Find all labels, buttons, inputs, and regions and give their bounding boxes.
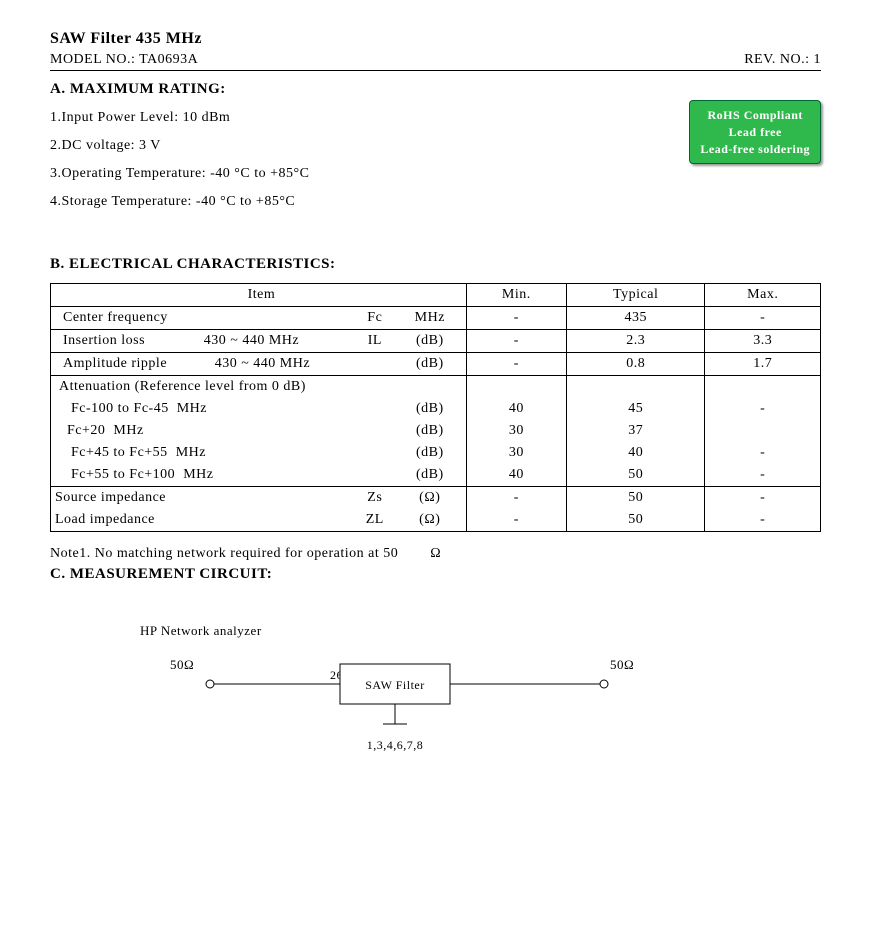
model-number: MODEL NO.: TA0693A <box>50 52 198 68</box>
box-label: SAW Filter <box>365 678 425 692</box>
spec-table: Item Min. Typical Max. Center frequency … <box>50 283 821 532</box>
cell-max: - <box>705 487 821 510</box>
col-item: Item <box>51 284 467 307</box>
cell-range: MHz <box>113 423 399 439</box>
section-b-heading: B. ELECTRICAL CHARACTERISTICS: <box>50 256 821 273</box>
cell-min: 30 <box>466 442 566 464</box>
col-typ: Typical <box>566 284 705 307</box>
cell-min: - <box>466 330 566 353</box>
cell-name: Load impedance <box>55 512 163 528</box>
cell-typ: 40 <box>566 442 705 464</box>
cell-name: Amplitude ripple <box>63 356 175 372</box>
table-row: Attenuation (Reference level from 0 dB) <box>51 376 821 399</box>
cell-range: MHz <box>183 467 400 483</box>
rating-item: 4.Storage Temperature: -40 °C to +85°C <box>50 188 821 216</box>
col-max: Max. <box>705 284 821 307</box>
cell-min: - <box>466 487 566 510</box>
cell-unit: (dB) <box>400 401 460 417</box>
cell-max: - <box>705 509 821 532</box>
cell-unit: (dB) <box>400 445 460 461</box>
table-row: Fc+45 to Fc+55 MHz (dB) 30 40 - <box>51 442 821 464</box>
analyzer-label: HP Network analyzer <box>140 623 821 639</box>
page-title: SAW Filter 435 MHz <box>50 30 821 48</box>
section-c-heading: C. MEASUREMENT CIRCUIT: <box>50 566 821 583</box>
measurement-circuit: HP Network analyzer 50Ω 50Ω 26 SAW Filte… <box>140 623 821 769</box>
cell-sym: Zs <box>350 490 400 506</box>
cell-sym: ZL <box>350 512 400 528</box>
badge-line2: Lead free <box>700 124 810 141</box>
cell-max: - <box>705 464 821 487</box>
table-row: Source impedance Zs (Ω) - 50 - <box>51 487 821 510</box>
rating-item: 3.Operating Temperature: -40 °C to +85°C <box>50 160 821 188</box>
table-row: Center frequency Fc MHz - 435 - <box>51 307 821 330</box>
badge-line1: RoHS Compliant <box>700 107 810 124</box>
cell-max: - <box>705 307 821 330</box>
cell-typ: 50 <box>566 464 705 487</box>
cell-name: Fc+55 to Fc+100 <box>63 467 183 483</box>
cell-name: Insertion loss <box>63 333 153 349</box>
cell-unit: (Ω) <box>400 490 460 506</box>
cell-name: Center frequency <box>63 310 176 326</box>
cell-typ: 50 <box>566 487 705 510</box>
table-row: Fc+55 to Fc+100 MHz (dB) 40 50 - <box>51 464 821 487</box>
rohs-badge: RoHS Compliant Lead free Lead-free solde… <box>689 100 821 164</box>
cell-min: - <box>466 307 566 330</box>
cell-max <box>705 420 821 442</box>
atten-header: Attenuation (Reference level from 0 dB) <box>51 376 467 399</box>
cell-unit: (dB) <box>400 467 460 483</box>
cell-unit: (dB) <box>400 333 460 349</box>
cell-name: Source impedance <box>55 490 174 506</box>
col-min: Min. <box>466 284 566 307</box>
cell-max: 3.3 <box>705 330 821 353</box>
table-header-row: Item Min. Typical Max. <box>51 284 821 307</box>
cell-typ: 0.8 <box>566 353 705 376</box>
cell-sym: Fc <box>350 310 400 326</box>
cell-min: - <box>466 509 566 532</box>
cell-name: Fc-100 to Fc-45 <box>63 401 177 417</box>
cell-min: 40 <box>466 398 566 420</box>
cell-sym: IL <box>350 333 400 349</box>
right-impedance: 50Ω <box>610 657 634 672</box>
cell-typ: 45 <box>566 398 705 420</box>
cell-range: 430 ~ 440 MHz <box>153 333 350 349</box>
section-a-heading: A. MAXIMUM RATING: <box>50 81 821 98</box>
cell-unit: (dB) <box>400 356 460 372</box>
cell-range: 430 ~ 440 MHz <box>175 356 350 372</box>
cell-min: 30 <box>466 420 566 442</box>
cell-typ: 435 <box>566 307 705 330</box>
cell-unit: (Ω) <box>400 512 460 528</box>
cell-name: Fc+20 <box>63 423 113 439</box>
cell-min: 40 <box>466 464 566 487</box>
cell-name: Fc+45 to Fc+55 <box>63 445 176 461</box>
cell-range: MHz <box>177 401 400 417</box>
cell-max: - <box>705 398 821 420</box>
table-row: Fc-100 to Fc-45 MHz (dB) 40 45 - <box>51 398 821 420</box>
cell-unit: MHz <box>400 310 460 326</box>
pins-bottom: 1,3,4,6,7,8 <box>367 738 424 752</box>
note1: Note1. No matching network required for … <box>50 546 821 562</box>
cell-min: - <box>466 353 566 376</box>
cell-range: MHz <box>176 445 400 461</box>
cell-max: 1.7 <box>705 353 821 376</box>
cell-max: - <box>705 442 821 464</box>
badge-line3: Lead-free soldering <box>700 141 810 158</box>
table-row: Amplitude ripple 430 ~ 440 MHz (dB) - 0.… <box>51 353 821 376</box>
cell-typ: 50 <box>566 509 705 532</box>
header-row: MODEL NO.: TA0693A REV. NO.: 1 <box>50 52 821 71</box>
cell-unit: (dB) <box>400 423 460 439</box>
cell-typ: 2.3 <box>566 330 705 353</box>
revision-number: REV. NO.: 1 <box>744 52 821 68</box>
left-impedance: 50Ω <box>170 657 194 672</box>
table-row: Fc+20 MHz (dB) 30 37 <box>51 420 821 442</box>
cell-typ: 37 <box>566 420 705 442</box>
circuit-diagram: 50Ω 50Ω 26 SAW Filter 1,3,4,6,7,8 <box>140 649 660 769</box>
table-row: Load impedance ZL (Ω) - 50 - <box>51 509 821 532</box>
table-row: Insertion loss 430 ~ 440 MHz IL (dB) - 2… <box>51 330 821 353</box>
